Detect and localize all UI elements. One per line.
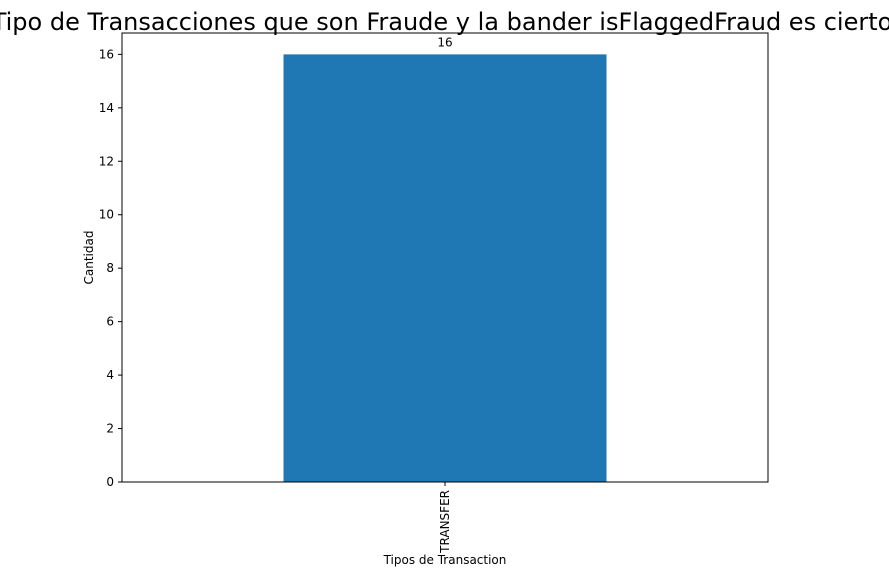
x-axis-label: Tipos de Transaction (383, 553, 507, 567)
y-tick-label: 8 (106, 261, 114, 275)
bar (283, 54, 607, 482)
chart-title: Tipo de Transacciones que son Fraude y l… (0, 8, 889, 36)
bars: 16 (283, 35, 607, 482)
y-tick-label: 0 (106, 475, 114, 489)
y-tick-label: 10 (99, 208, 114, 222)
y-tick-label: 16 (99, 47, 114, 61)
y-tick-label: 2 (106, 422, 114, 436)
x-tick-label: TRANSFER (438, 490, 452, 554)
y-tick-label: 4 (106, 368, 114, 382)
y-axis-label: Cantidad (82, 231, 96, 285)
y-axis-ticks: 0 2 4 6 8 10 12 14 16 (99, 47, 122, 489)
x-axis-ticks: TRANSFER (438, 482, 452, 554)
y-tick-label: 6 (106, 315, 114, 329)
y-tick-label: 12 (99, 154, 114, 168)
plot-frame (121, 32, 769, 483)
bar-data-label: 16 (437, 35, 452, 49)
y-tick-label: 14 (99, 101, 114, 115)
